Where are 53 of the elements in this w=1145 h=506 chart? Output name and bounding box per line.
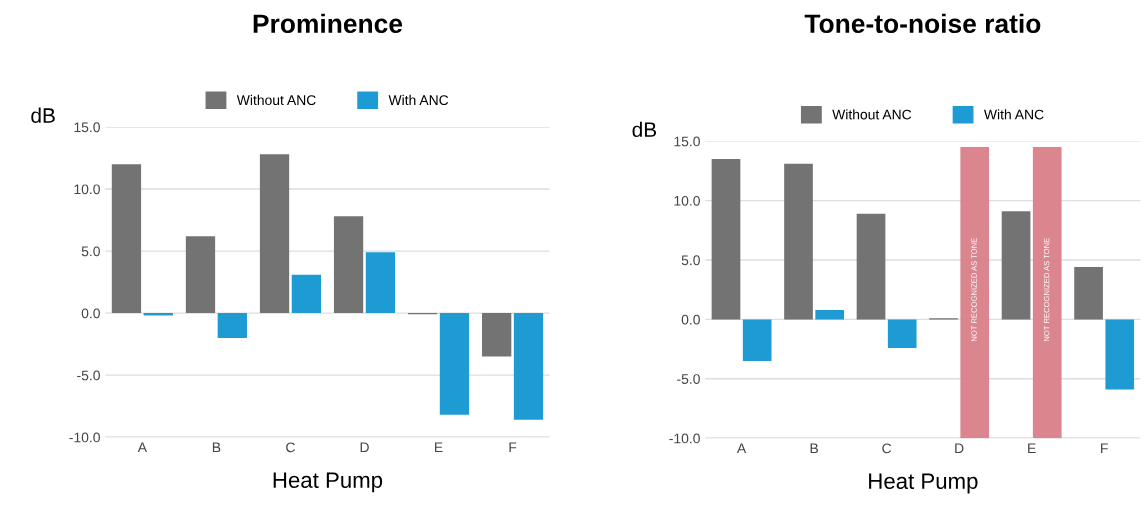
- bar: [856, 213, 886, 320]
- x-tick-label: B: [810, 443, 818, 454]
- y-tick-label: 15.0: [74, 122, 100, 133]
- y-tick-label: -10.0: [69, 432, 100, 443]
- bar: [365, 252, 396, 314]
- bar: [482, 313, 512, 357]
- legend-label: With ANC: [983, 109, 1044, 120]
- bar: [711, 159, 741, 320]
- bar: [333, 216, 364, 314]
- bar: [185, 236, 216, 314]
- x-tick-label: D: [955, 443, 964, 454]
- bar: [111, 164, 142, 314]
- x-tick-label: A: [736, 443, 747, 454]
- y-tick-label: -10.0: [669, 433, 700, 444]
- y-tick-label: -5.0: [77, 370, 100, 381]
- x-tick-label: C: [882, 443, 892, 454]
- bar: [259, 154, 290, 314]
- bar: [1074, 267, 1103, 320]
- x-axis-title: Heat Pump: [273, 472, 383, 493]
- x-tick-label: D: [360, 442, 369, 453]
- y-tick-label: -5.0: [677, 374, 700, 384]
- x-tick-label: E: [435, 442, 443, 453]
- bar: [513, 313, 544, 420]
- y-axis-title: dB: [31, 107, 55, 123]
- bar: [291, 274, 322, 314]
- x-tick-label: E: [1028, 443, 1036, 454]
- legend-label: Without ANC: [236, 94, 316, 106]
- y-tick-label: 0.0: [681, 314, 700, 325]
- x-axis-title: Heat Pump: [869, 473, 978, 494]
- chart-title: Tone-to-noise ratio: [804, 13, 1041, 34]
- bar: [143, 313, 173, 316]
- legend-label: Without ANC: [832, 109, 912, 120]
- y-tick-label: 10.0: [74, 184, 100, 195]
- y-tick-label: 5.0: [681, 255, 700, 266]
- bar: [784, 163, 813, 320]
- x-tick-label: B: [212, 442, 221, 453]
- bar: [439, 313, 470, 415]
- bar: [815, 309, 845, 320]
- bar: [217, 313, 247, 338]
- legend-label: With ANC: [388, 94, 449, 106]
- x-tick-label: A: [137, 442, 147, 453]
- bar: [742, 319, 772, 361]
- y-tick-label: 5.0: [81, 246, 100, 257]
- chart-title: Prominence: [253, 13, 403, 34]
- y-axis-title: dB: [632, 121, 657, 138]
- bar: [887, 319, 917, 348]
- x-tick-label: C: [286, 442, 295, 453]
- bar: [1105, 319, 1135, 390]
- y-tick-label: 10.0: [674, 195, 700, 206]
- x-tick-label: F: [1101, 443, 1108, 454]
- y-tick-label: 0.0: [81, 308, 100, 319]
- x-tick-label: F: [509, 442, 517, 453]
- y-tick-label: 15.0: [674, 136, 700, 147]
